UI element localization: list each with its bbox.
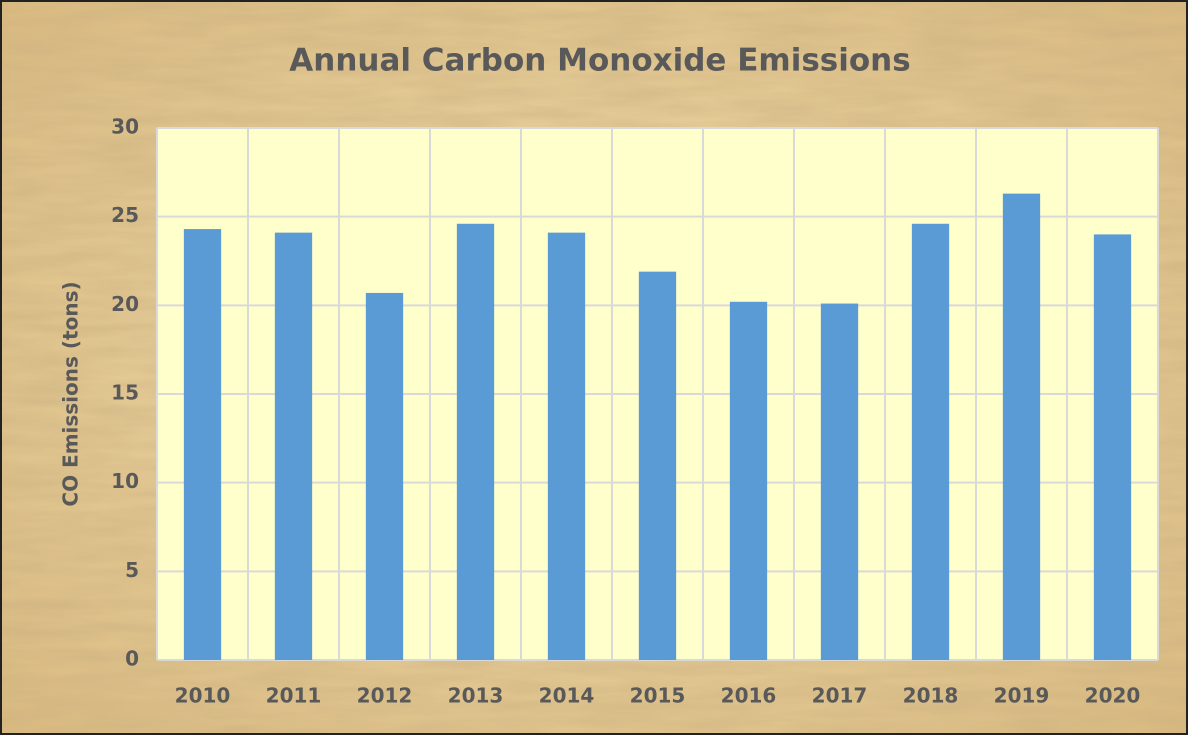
x-tick-label: 2010 [175,684,231,708]
y-tick-label: 30 [111,115,139,139]
bar [547,232,586,661]
bar [911,223,950,660]
y-axis-label: CO Emissions (tons) [59,281,83,506]
y-tick-label: 25 [111,203,139,227]
x-tick-label: 2020 [1085,684,1141,708]
x-tick-label: 2018 [903,684,959,708]
bar [183,229,222,660]
x-tick-label: 2017 [812,684,868,708]
bar [1093,234,1132,660]
x-tick-label: 2011 [266,684,322,708]
chart-title: Annual Carbon Monoxide Emissions [289,43,910,79]
y-tick-label: 0 [125,647,139,671]
bar [1002,193,1041,660]
y-tick-label: 15 [111,381,139,405]
bar [274,232,313,661]
x-tick-label: 2014 [539,684,595,708]
bar [729,301,768,660]
x-tick-label: 2015 [630,684,686,708]
y-tick-label: 10 [111,469,139,493]
y-tick-label: 5 [125,558,139,582]
x-tick-label: 2013 [448,684,504,708]
x-tick-label: 2019 [994,684,1050,708]
y-tick-label: 20 [111,292,139,316]
bar [456,223,495,660]
bar [638,271,677,660]
bar [820,303,859,660]
x-tick-label: 2012 [357,684,413,708]
x-tick-label: 2016 [721,684,777,708]
bar [365,292,404,660]
